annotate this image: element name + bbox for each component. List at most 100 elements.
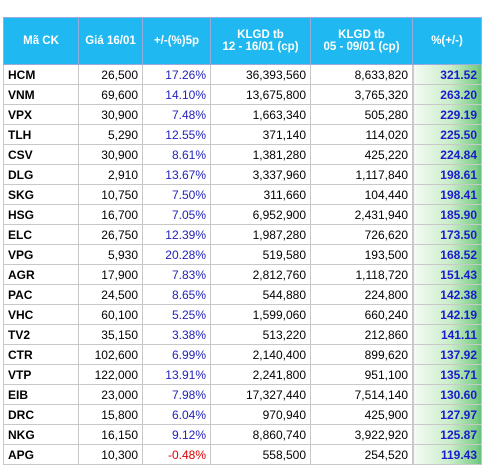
ticker-cell: DLG [3, 164, 79, 185]
ticker-cell: VNM [3, 84, 79, 105]
value-cell: 114,020 [310, 124, 413, 145]
value-cell: 3,337,960 [210, 164, 311, 185]
ticker-cell: VPX [3, 104, 79, 125]
value-cell: 2,910 [78, 164, 143, 185]
value-cell: 7.48% [142, 104, 211, 125]
value-cell: 9.12% [142, 424, 211, 445]
value-cell: 6,952,900 [210, 204, 311, 225]
table-row: TV2 35,150 3.38% 513,220 212,860 141.11 [3, 324, 482, 345]
value-cell: 127.97 [412, 404, 482, 425]
value-cell: 1,663,340 [210, 104, 311, 125]
value-cell: 1,118,720 [310, 264, 413, 285]
value-cell: 60,100 [78, 304, 143, 325]
ticker-cell: TLH [3, 124, 79, 145]
value-cell: 125.87 [412, 424, 482, 445]
table-row: DRC 15,800 6.04% 970,940 425,900 127.97 [3, 404, 482, 425]
value-cell: 321.52 [412, 64, 482, 85]
ticker-cell: CSV [3, 144, 79, 165]
value-cell: 151.43 [412, 264, 482, 285]
value-cell: 23,000 [78, 384, 143, 405]
value-cell: 224.84 [412, 144, 482, 165]
value-cell: 173.50 [412, 224, 482, 245]
table-row: VPG 5,930 20.28% 519,580 193,500 168.52 [3, 244, 482, 265]
table-row: ELC 26,750 12.39% 1,987,280 726,620 173.50 [3, 224, 482, 245]
value-cell: 16,700 [78, 204, 143, 225]
value-cell: 7.83% [142, 264, 211, 285]
header-row: Mã CK Giá 16/01 +/-(%)5p KLGD tb 12 - 16/01… [3, 17, 482, 65]
ticker-cell: DRC [3, 404, 79, 425]
table-row: AGR 17,900 7.83% 2,812,760 1,118,720 151.43 [3, 264, 482, 285]
table-body: HCM 26,500 17.26% 36,393,560 8,633,820 321.52… [3, 64, 482, 465]
value-cell: 8.65% [142, 284, 211, 305]
value-cell: 970,940 [210, 404, 311, 425]
value-cell: 899,620 [310, 344, 413, 365]
table-row: VTP 122,000 13.91% 2,241,800 951,100 135.71 [3, 364, 482, 385]
ticker-cell: VHC [3, 304, 79, 325]
value-cell: 5.25% [142, 304, 211, 325]
value-cell: 17.26% [142, 64, 211, 85]
table-row: CSV 30,900 8.61% 1,381,280 425,220 224.84 [3, 144, 482, 165]
value-cell: 212,860 [310, 324, 413, 345]
ticker-cell: CTR [3, 344, 79, 365]
value-cell: 7.98% [142, 384, 211, 405]
value-cell: 225.50 [412, 124, 482, 145]
value-cell: 30,900 [78, 144, 143, 165]
ticker-cell: SKG [3, 184, 79, 205]
header-cell: Mã CK [3, 17, 79, 65]
value-cell: 425,900 [310, 404, 413, 425]
value-cell: 198.41 [412, 184, 482, 205]
value-cell: 229.19 [412, 104, 482, 125]
value-cell: 14.10% [142, 84, 211, 105]
value-cell: 17,900 [78, 264, 143, 285]
table-wrapper: Mã CK Giá 16/01 +/-(%)5p KLGD tb 12 - 16/01… [3, 17, 482, 465]
table-row: EIB 23,000 7.98% 17,327,440 7,514,140 130.60 [3, 384, 482, 405]
table-row: SKG 10,750 7.50% 311,660 104,440 198.41 [3, 184, 482, 205]
value-cell: 7.50% [142, 184, 211, 205]
value-cell: 26,750 [78, 224, 143, 245]
value-cell: 8,633,820 [310, 64, 413, 85]
value-cell: 263.20 [412, 84, 482, 105]
ticker-cell: VTP [3, 364, 79, 385]
value-cell: 6.99% [142, 344, 211, 365]
value-cell: 2,431,940 [310, 204, 413, 225]
ticker-cell: EIB [3, 384, 79, 405]
value-cell: 13.91% [142, 364, 211, 385]
value-cell: 224,800 [310, 284, 413, 305]
value-cell: 726,620 [310, 224, 413, 245]
value-cell: 193,500 [310, 244, 413, 265]
value-cell: 519,580 [210, 244, 311, 265]
value-cell: 425,220 [310, 144, 413, 165]
table-row: NKG 16,150 9.12% 8,860,740 3,922,920 125.87 [3, 424, 482, 445]
value-cell: 951,100 [310, 364, 413, 385]
value-cell: 119.43 [412, 444, 482, 465]
value-cell: 1,117,840 [310, 164, 413, 185]
value-cell: 102,600 [78, 344, 143, 365]
ticker-cell: APG [3, 444, 79, 465]
value-cell: 142.38 [412, 284, 482, 305]
ticker-cell: VPG [3, 244, 79, 265]
header-cell: %(+/-) [412, 17, 482, 65]
value-cell: 1,381,280 [210, 144, 311, 165]
value-cell: 137.92 [412, 344, 482, 365]
value-cell: 130.60 [412, 384, 482, 405]
ticker-cell: NKG [3, 424, 79, 445]
value-cell: 8.61% [142, 144, 211, 165]
value-cell: 24,500 [78, 284, 143, 305]
table-row: PAC 24,500 8.65% 544,880 224,800 142.38 [3, 284, 482, 305]
table-row: HSG 16,700 7.05% 6,952,900 2,431,940 185.90 [3, 204, 482, 225]
value-cell: 544,880 [210, 284, 311, 305]
header-cell: Giá 16/01 [78, 17, 143, 65]
stock-table: Mã CK Giá 16/01 +/-(%)5p KLGD tb 12 - 16/01… [3, 17, 482, 465]
table-row: TLH 5,290 12.55% 371,140 114,020 225.50 [3, 124, 482, 145]
table-row: CTR 102,600 6.99% 2,140,400 899,620 137.92 [3, 344, 482, 365]
value-cell: 35,150 [78, 324, 143, 345]
value-cell: 660,240 [310, 304, 413, 325]
value-cell: 7,514,140 [310, 384, 413, 405]
value-cell: 10,750 [78, 184, 143, 205]
value-cell: 505,280 [310, 104, 413, 125]
value-cell: 513,220 [210, 324, 311, 345]
header-cell: +/-(%)5p [142, 17, 211, 65]
value-cell: 122,000 [78, 364, 143, 385]
value-cell: 185.90 [412, 204, 482, 225]
